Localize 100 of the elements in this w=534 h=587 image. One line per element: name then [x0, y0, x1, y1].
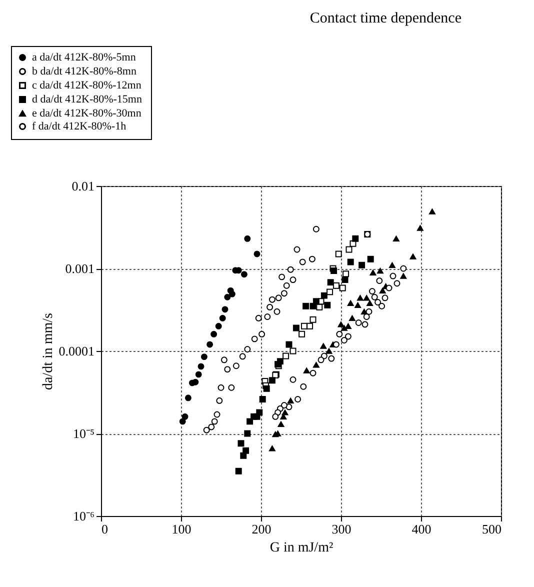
- point: [368, 288, 376, 294]
- point: [282, 410, 288, 416]
- point: [312, 362, 320, 368]
- point: [263, 385, 270, 392]
- y-tick-label: 10⁻⁵: [72, 426, 94, 441]
- point: [258, 330, 266, 338]
- point: [300, 383, 307, 390]
- point: [316, 304, 323, 310]
- point: [222, 306, 228, 313]
- point: [348, 315, 356, 322]
- point: [242, 447, 250, 454]
- point: [224, 366, 231, 373]
- x-tick-label: 200: [252, 522, 272, 536]
- point: [378, 302, 386, 310]
- point: [400, 273, 407, 279]
- point: [275, 294, 282, 302]
- point: [240, 271, 248, 278]
- point: [355, 320, 362, 326]
- point: [335, 250, 342, 258]
- point: [286, 341, 292, 348]
- point: [299, 258, 306, 266]
- point: [390, 272, 396, 280]
- point: [366, 308, 372, 315]
- point: [298, 330, 306, 338]
- point: [278, 274, 286, 280]
- point: [218, 384, 224, 391]
- point: [268, 377, 276, 384]
- point: [272, 413, 279, 420]
- y-tick-label: 0.0001: [58, 344, 94, 358]
- point: [338, 322, 344, 328]
- point: [251, 336, 258, 342]
- chart-title: Contact time dependence: [310, 10, 462, 26]
- point: [290, 376, 296, 383]
- point: [287, 398, 294, 404]
- point: [339, 284, 346, 292]
- y-axis-title: da/dt in mm/s: [40, 313, 56, 390]
- point: [326, 348, 332, 354]
- point: [290, 276, 296, 284]
- point: [400, 265, 407, 272]
- point: [282, 352, 290, 360]
- point: [232, 362, 240, 370]
- point: [264, 314, 271, 320]
- legend-label: f da/dt 412K-80%-1h: [32, 120, 127, 132]
- point: [206, 341, 214, 348]
- point: [410, 254, 416, 260]
- point: [354, 302, 362, 308]
- point: [356, 295, 364, 301]
- point: [394, 280, 400, 287]
- point: [219, 314, 226, 322]
- point: [292, 324, 300, 332]
- point: [188, 380, 196, 386]
- point: [320, 292, 328, 299]
- point: [278, 421, 284, 427]
- point: [328, 355, 335, 362]
- point: [256, 409, 263, 416]
- point: [336, 330, 343, 338]
- point: [376, 278, 383, 284]
- point: [276, 358, 284, 365]
- legend-label: c da/dt 412K-80%-12mn: [32, 80, 142, 92]
- point: [203, 426, 210, 434]
- point: [376, 268, 384, 274]
- point: [388, 262, 396, 268]
- point: [344, 333, 352, 340]
- point: [327, 279, 334, 286]
- point: [342, 270, 350, 278]
- point: [294, 246, 300, 253]
- point: [210, 330, 218, 338]
- point: [364, 231, 371, 238]
- legend-label: b da/dt 412K-80%-8mn: [32, 66, 137, 78]
- point: [310, 316, 316, 323]
- x-tick-label: 400: [412, 522, 432, 536]
- point: [379, 288, 386, 294]
- point: [358, 262, 366, 268]
- point: [244, 235, 251, 242]
- point: [259, 396, 266, 403]
- point: [208, 424, 215, 430]
- legend-label: e da/dt 412K-80%-30mn: [32, 108, 142, 120]
- point: [220, 356, 228, 364]
- point: [344, 323, 352, 330]
- point: [320, 343, 327, 349]
- point: [294, 396, 302, 402]
- y-tick-label: 0.001: [65, 261, 94, 276]
- point: [274, 308, 280, 315]
- point: [332, 282, 340, 289]
- point: [362, 321, 368, 328]
- point: [416, 225, 424, 231]
- point: [382, 294, 388, 302]
- point: [244, 346, 251, 352]
- point: [244, 430, 251, 437]
- point: [280, 402, 288, 408]
- point: [200, 354, 208, 360]
- point: [300, 322, 308, 330]
- point: [310, 370, 316, 376]
- y-tick-label: 0.01: [72, 178, 94, 194]
- point: [320, 352, 328, 360]
- point: [374, 299, 382, 306]
- point: [347, 258, 354, 266]
- point: [184, 394, 192, 402]
- x-tick-label: 500: [482, 522, 502, 536]
- legend-label: a da/dt 412K-80%-5mn: [32, 52, 136, 64]
